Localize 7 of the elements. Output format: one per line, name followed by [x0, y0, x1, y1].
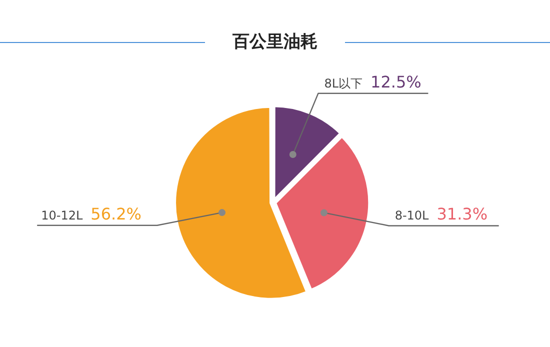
slice-label: 10-12L	[41, 208, 83, 222]
slice-label: 8L以下	[324, 76, 363, 90]
data-label: 31.3%	[436, 204, 488, 224]
data-label: 56.2%	[90, 204, 142, 224]
slice-label: 8-10L	[394, 208, 430, 223]
chart-title: 百公里油耗	[232, 31, 318, 53]
data-label: 12.5%	[370, 72, 422, 92]
